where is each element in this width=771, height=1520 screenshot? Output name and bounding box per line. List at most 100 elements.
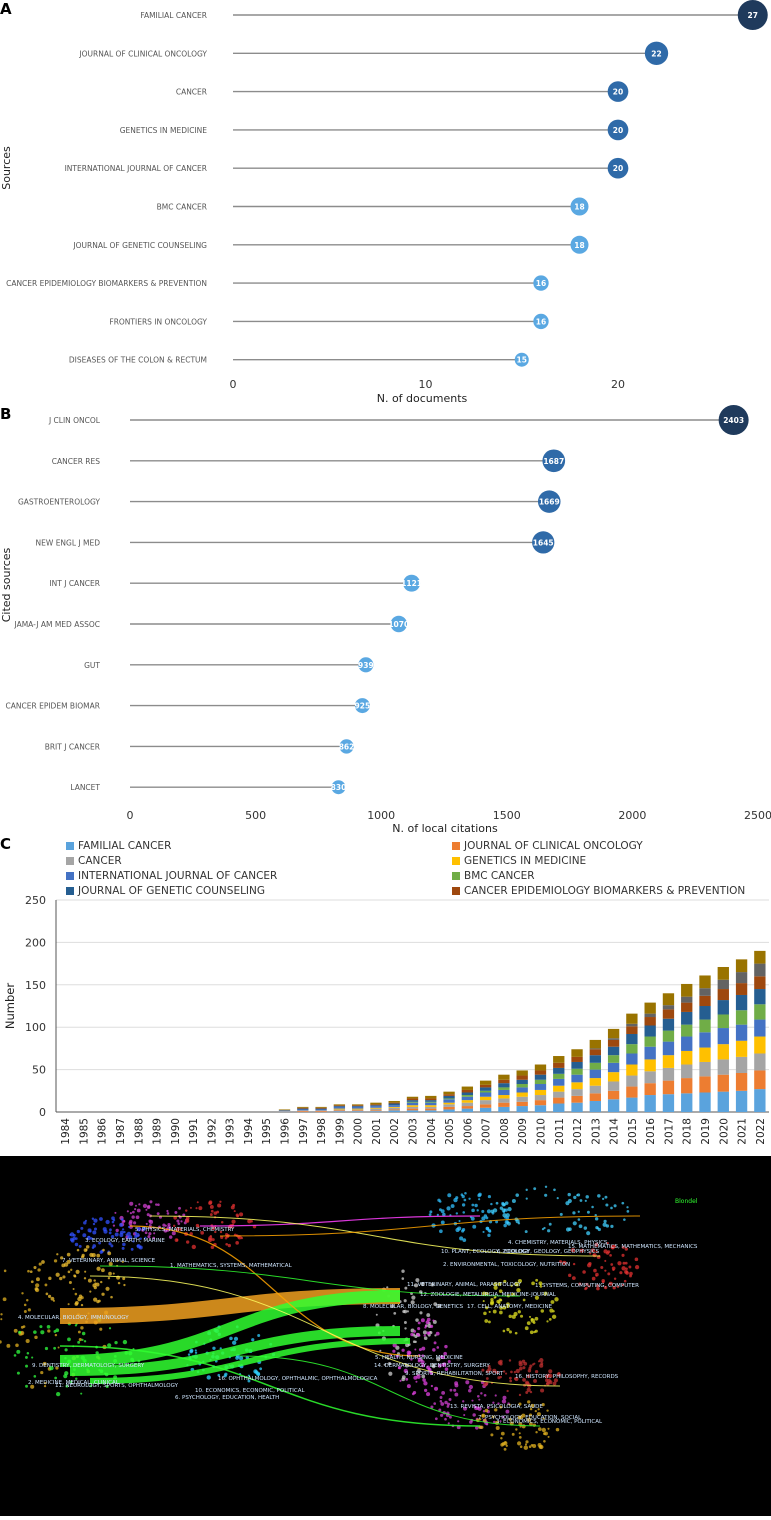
map-point xyxy=(119,1230,124,1235)
map-point xyxy=(43,1384,47,1388)
bar-segment xyxy=(406,1105,419,1107)
bar-segment xyxy=(589,1085,601,1094)
map-point xyxy=(418,1348,422,1352)
map-point xyxy=(482,1291,487,1296)
map-point xyxy=(21,1292,24,1295)
map-point xyxy=(148,1219,152,1223)
map-point xyxy=(44,1346,49,1351)
map-point xyxy=(44,1381,47,1385)
map-point xyxy=(90,1237,93,1240)
bar-segment xyxy=(662,1005,675,1010)
map-point xyxy=(30,1280,34,1284)
bar-segment xyxy=(479,1090,492,1093)
legend-label: JOURNAL OF CLINICAL ONCOLOGY xyxy=(464,840,643,852)
map-point xyxy=(444,1400,448,1405)
map-point xyxy=(465,1380,470,1385)
bar-segment xyxy=(479,1092,492,1097)
map-point xyxy=(169,1226,172,1229)
bar-segment xyxy=(644,1036,656,1047)
map-point xyxy=(505,1372,508,1375)
bar-segment xyxy=(681,996,693,1003)
right-cluster-label: 4. CHEMISTRY, MATERIALS, PHYSICS xyxy=(508,1240,608,1246)
map-point xyxy=(45,1292,49,1296)
bar-segment xyxy=(681,1036,693,1051)
map-point xyxy=(508,1417,512,1421)
map-point xyxy=(541,1403,545,1407)
map-point xyxy=(121,1246,125,1250)
map-point xyxy=(87,1235,90,1238)
map-point xyxy=(40,1370,44,1375)
bar-segment xyxy=(351,1109,364,1111)
map-point xyxy=(610,1224,614,1228)
x-tick-label: 1984 xyxy=(60,1118,72,1145)
map-point xyxy=(535,1431,538,1434)
right-cluster-label: 1. SYSTEMS, COMPUTING, COMPUTER xyxy=(535,1283,639,1289)
map-point xyxy=(102,1248,105,1252)
map-point xyxy=(251,1338,255,1342)
left-cluster-label: 4. MOLECULAR, BIOLOGY, IMMUNOLOGY xyxy=(18,1315,129,1321)
map-point xyxy=(439,1229,443,1234)
map-point xyxy=(439,1208,442,1212)
map-point xyxy=(412,1390,417,1395)
x-tick-label: 2010 xyxy=(535,1118,547,1145)
x-tick-label: 2003 xyxy=(408,1118,420,1145)
bar-segment xyxy=(425,1106,437,1109)
bar-segment xyxy=(735,972,748,984)
map-point xyxy=(433,1302,438,1307)
map-point xyxy=(16,1371,20,1375)
map-point xyxy=(505,1444,508,1447)
map-point xyxy=(111,1220,115,1224)
map-point xyxy=(166,1209,169,1213)
map-point xyxy=(148,1232,152,1236)
map-point xyxy=(498,1298,502,1302)
x-tick-label: 2006 xyxy=(462,1118,474,1145)
map-point xyxy=(610,1206,613,1210)
bar-segment xyxy=(553,1078,565,1086)
data-label: 20 xyxy=(613,126,623,135)
citation-link xyxy=(89,1275,561,1387)
map-point xyxy=(122,1277,126,1281)
map-point xyxy=(601,1278,605,1283)
lollipop-marker xyxy=(339,739,354,754)
bar-segment xyxy=(662,1067,675,1081)
map-point xyxy=(35,1283,40,1288)
bar-segment xyxy=(534,1100,547,1106)
x-tick-label: 2014 xyxy=(609,1118,621,1145)
map-point xyxy=(449,1388,453,1392)
y-axis-label: Number xyxy=(3,983,17,1029)
bar-segment xyxy=(297,1110,309,1112)
map-point xyxy=(533,1187,537,1191)
map-point xyxy=(530,1443,534,1447)
bar-segment xyxy=(479,1084,492,1088)
right-cluster-label: 6. ECOLOGY, GEOLOGY, GEOPHYSICS xyxy=(497,1249,600,1255)
bar-segment xyxy=(754,1019,766,1037)
x-tick-label: 2019 xyxy=(700,1118,712,1145)
map-point xyxy=(53,1346,57,1350)
bar-segment xyxy=(278,1110,291,1112)
map-point xyxy=(556,1197,559,1200)
map-point xyxy=(621,1201,625,1205)
map-point xyxy=(399,1379,402,1382)
map-point xyxy=(578,1282,582,1286)
bar-segment xyxy=(351,1106,364,1107)
map-point xyxy=(472,1224,477,1229)
legend-item: CANCER xyxy=(66,855,122,867)
map-point xyxy=(229,1336,233,1341)
map-point xyxy=(152,1236,156,1240)
map-point xyxy=(572,1262,576,1266)
bar-segment xyxy=(553,1091,565,1098)
map-point xyxy=(145,1208,148,1211)
map-point xyxy=(78,1244,82,1248)
map-point xyxy=(198,1206,203,1211)
x-tick-label: 2022 xyxy=(755,1118,767,1145)
map-point xyxy=(189,1206,192,1209)
map-point xyxy=(74,1292,78,1296)
bar-segment xyxy=(461,1086,474,1090)
map-point xyxy=(426,1317,431,1322)
bar-segment xyxy=(735,1040,748,1057)
map-point xyxy=(444,1367,449,1372)
map-point xyxy=(544,1193,548,1197)
map-point xyxy=(541,1427,546,1433)
map-point xyxy=(101,1292,105,1296)
map-point xyxy=(596,1286,600,1291)
